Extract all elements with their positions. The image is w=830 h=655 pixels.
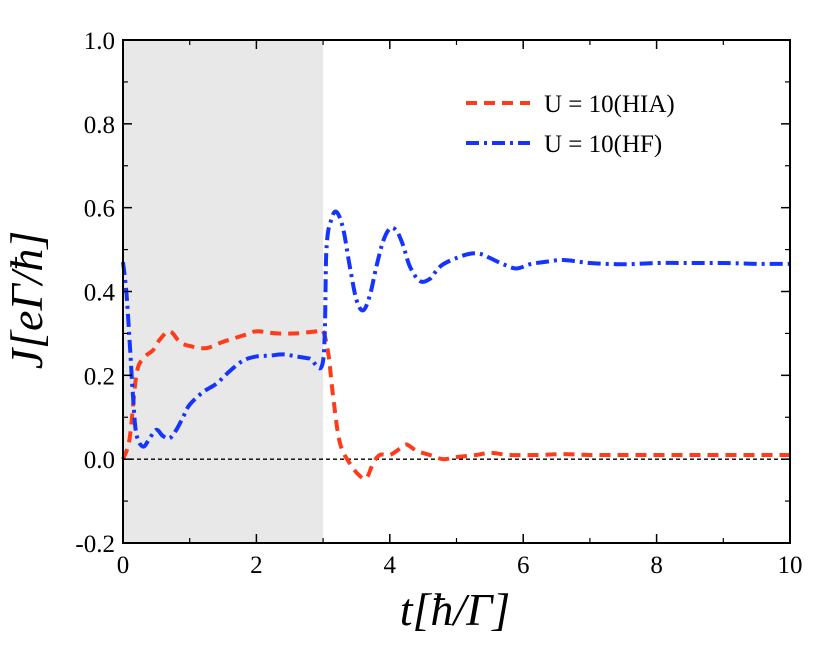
x-tick-label: 6 (517, 552, 530, 579)
y-tick-label: 0.4 (84, 280, 116, 307)
y-tick-label: 0.2 (84, 363, 115, 390)
y-tick-label: 0.6 (84, 196, 115, 223)
axis-ticks (122, 39, 791, 544)
y-tick-label: -0.2 (75, 531, 115, 558)
shaded-region-layer (123, 40, 324, 543)
y-axis-label: J[eΓ/ħ] (1, 231, 52, 370)
x-tick-label: 8 (650, 552, 663, 579)
series-layer (121, 209, 791, 481)
y-tick-label: 0.8 (84, 112, 115, 139)
y-tick-label: 0.0 (84, 447, 115, 474)
legend-label-hia: U = 10(HIA) (544, 91, 675, 118)
x-tick-label: 0 (117, 552, 130, 579)
shaded-region (123, 40, 324, 543)
series-line-hf (121, 209, 791, 449)
y-tick-label: 1.0 (84, 28, 115, 55)
x-tick-label: 2 (250, 552, 263, 579)
x-tick-label: 10 (778, 552, 803, 579)
tick-labels: 0 2 4 6 8 10 -0.2 0.0 0.2 0.4 0.6 0.8 1.0 (75, 28, 802, 579)
legend: U = 10(HIA) U = 10(HF) (466, 91, 675, 158)
x-tick-label: 4 (384, 552, 397, 579)
legend-label-hf: U = 10(HF) (544, 131, 662, 158)
x-axis-label: t[ħ/Γ] (400, 584, 511, 635)
